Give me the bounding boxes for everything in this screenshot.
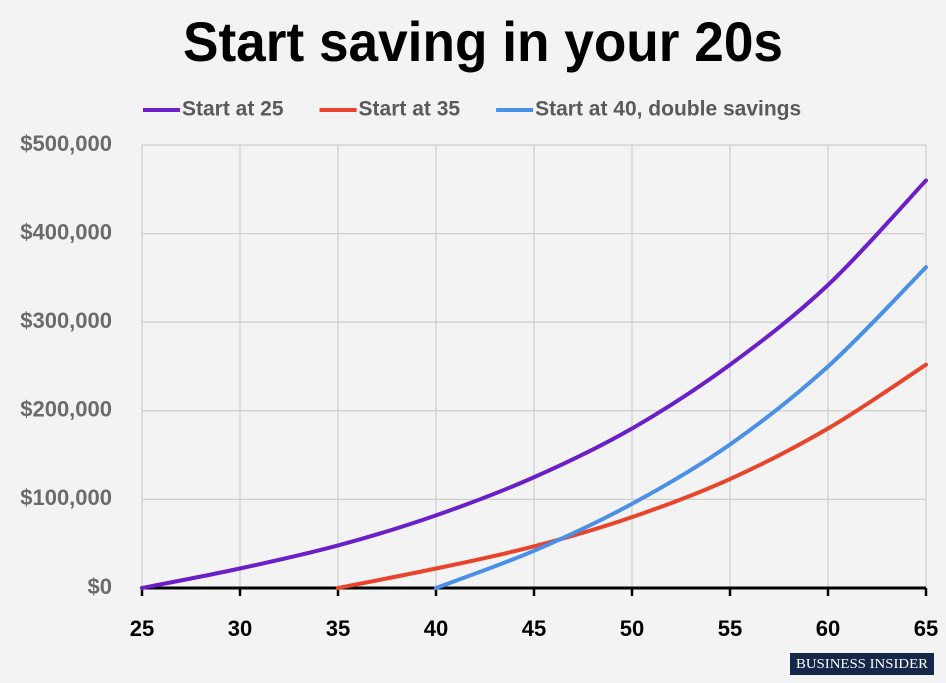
y-tick-label: $400,000 xyxy=(20,219,112,244)
line-series xyxy=(140,178,928,590)
line-series xyxy=(336,362,928,590)
x-tick-label: 45 xyxy=(522,616,546,641)
y-tick-label: $300,000 xyxy=(20,308,112,333)
x-tick-label: 55 xyxy=(718,616,742,641)
x-tick-label: 65 xyxy=(914,616,938,641)
x-tick-label: 25 xyxy=(130,616,154,641)
source-box xyxy=(790,653,934,675)
y-tick-label: $0 xyxy=(88,574,112,599)
x-tick-label: 30 xyxy=(228,616,252,641)
chart-title: Start saving in your 20s xyxy=(183,10,783,73)
y-tick-label: $100,000 xyxy=(20,485,112,510)
line-series xyxy=(434,265,928,590)
y-tick-label: $500,000 xyxy=(20,131,112,156)
x-tick-label: 40 xyxy=(424,616,448,641)
x-tick-label: 60 xyxy=(816,616,840,641)
legend-label: Start at 25 xyxy=(182,98,284,121)
x-tick-label: 50 xyxy=(620,616,644,641)
source: BUSINESS INSIDER xyxy=(796,657,929,672)
y-tick-label: $200,000 xyxy=(20,397,112,422)
legend-label: Start at 35 xyxy=(359,98,461,121)
legend-label: Start at 40, double savings xyxy=(535,98,801,121)
x-tick-label: 35 xyxy=(326,616,350,641)
